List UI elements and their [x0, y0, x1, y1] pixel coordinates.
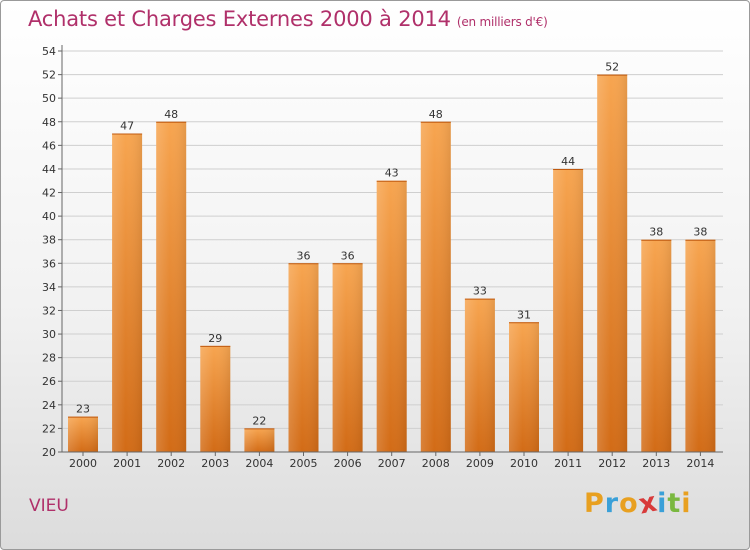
y-tick-label: 50 — [42, 92, 56, 105]
logo-letter: P — [584, 488, 605, 519]
value-label-2003: 29 — [208, 332, 222, 345]
x-tick-label-2002: 2002 — [157, 457, 185, 470]
y-tick-label: 20 — [42, 446, 56, 459]
x-tick-label-2010: 2010 — [510, 457, 538, 470]
y-tick-label: 52 — [42, 69, 56, 82]
proxiti-logo: Proxiti — [584, 486, 692, 520]
y-tick-label: 32 — [42, 304, 56, 317]
logo-letter: o — [619, 488, 639, 519]
x-tick-label-2000: 2000 — [69, 457, 97, 470]
y-tick-label: 42 — [42, 187, 56, 200]
x-tick-label-2008: 2008 — [422, 457, 450, 470]
value-label-2004: 22 — [252, 414, 266, 427]
x-tick-label-2009: 2009 — [466, 457, 494, 470]
logo-letter: t — [667, 488, 682, 519]
bar-shine-2000 — [68, 416, 98, 452]
y-tick-label: 28 — [42, 352, 56, 365]
value-label-2002: 48 — [164, 108, 178, 121]
value-label-2006: 36 — [341, 249, 355, 262]
value-label-2012: 52 — [605, 61, 619, 74]
value-label-2013: 38 — [649, 226, 663, 239]
y-tick-label: 30 — [42, 328, 56, 341]
x-tick-label-2005: 2005 — [290, 457, 318, 470]
bars — [68, 74, 716, 453]
x-tick-label-2006: 2006 — [334, 457, 362, 470]
y-tick-label: 40 — [42, 210, 56, 223]
y-tick-label: 38 — [42, 234, 56, 247]
value-label-2001: 47 — [120, 120, 134, 133]
logo-letter: r — [604, 488, 620, 519]
commune-name: VIEU — [29, 496, 69, 516]
value-label-2014: 38 — [693, 226, 707, 239]
bar-shine-2006 — [332, 263, 363, 452]
bar-shine-2011 — [553, 168, 584, 453]
bar-shine-2003 — [200, 345, 231, 452]
logo-letter: i — [657, 488, 668, 519]
bar-shine-2004 — [244, 428, 275, 452]
x-tick-label-2003: 2003 — [201, 457, 229, 470]
bar-shine-2007 — [376, 180, 407, 452]
bar-shine-2008 — [420, 121, 451, 452]
bar-shine-2009 — [464, 298, 495, 452]
y-tick-label: 48 — [42, 116, 56, 129]
y-tick-label: 22 — [42, 422, 56, 435]
y-tick-label: 36 — [42, 257, 56, 270]
bar-shine-2014 — [685, 239, 716, 452]
value-label-2000: 23 — [76, 403, 90, 416]
y-tick-label: 44 — [42, 163, 56, 176]
x-tick-label-2004: 2004 — [245, 457, 273, 470]
y-tick-label: 24 — [42, 399, 56, 412]
value-label-2011: 44 — [561, 155, 575, 168]
x-tick-label-2001: 2001 — [113, 457, 141, 470]
x-tick-label-2007: 2007 — [378, 457, 406, 470]
logo-letter: i — [681, 488, 692, 519]
bar-shine-2005 — [288, 263, 319, 452]
bar-shine-2010 — [509, 322, 539, 452]
value-label-2009: 33 — [473, 285, 487, 298]
value-label-2010: 31 — [517, 308, 531, 321]
x-tick-label-2013: 2013 — [642, 457, 670, 470]
bar-shine-2013 — [641, 239, 672, 452]
y-tick-label: 46 — [42, 139, 56, 152]
value-label-2007: 43 — [385, 167, 399, 180]
x-tick-label-2012: 2012 — [598, 457, 626, 470]
y-tick-label: 26 — [42, 375, 56, 388]
bar-shine-2001 — [112, 133, 143, 452]
value-label-2005: 36 — [297, 249, 311, 262]
y-tick-label: 34 — [42, 281, 56, 294]
bar-shine-2012 — [597, 74, 628, 453]
chart-title: Achats et Charges Externes 2000 à 2014 (e… — [28, 7, 548, 31]
chart-subtitle: (en milliers d'€) — [456, 15, 548, 29]
axes: 20 22 24 26 28 30 32 34 36 38 40 42 44 46 48 50 52 54 2000… — [42, 45, 723, 470]
x-tick-label-2011: 2011 — [554, 457, 582, 470]
x-tick-label-2014: 2014 — [686, 457, 714, 470]
bar-shine-2002 — [156, 121, 187, 452]
value-label-2008: 48 — [429, 108, 443, 121]
labels: 23 47 48 29 22 36 36 43 48 33 31 44 52 38 38 — [76, 61, 707, 428]
chart-title-text: Achats et Charges Externes 2000 à 2014 — [28, 7, 451, 31]
y-tick-label: 54 — [42, 45, 56, 58]
